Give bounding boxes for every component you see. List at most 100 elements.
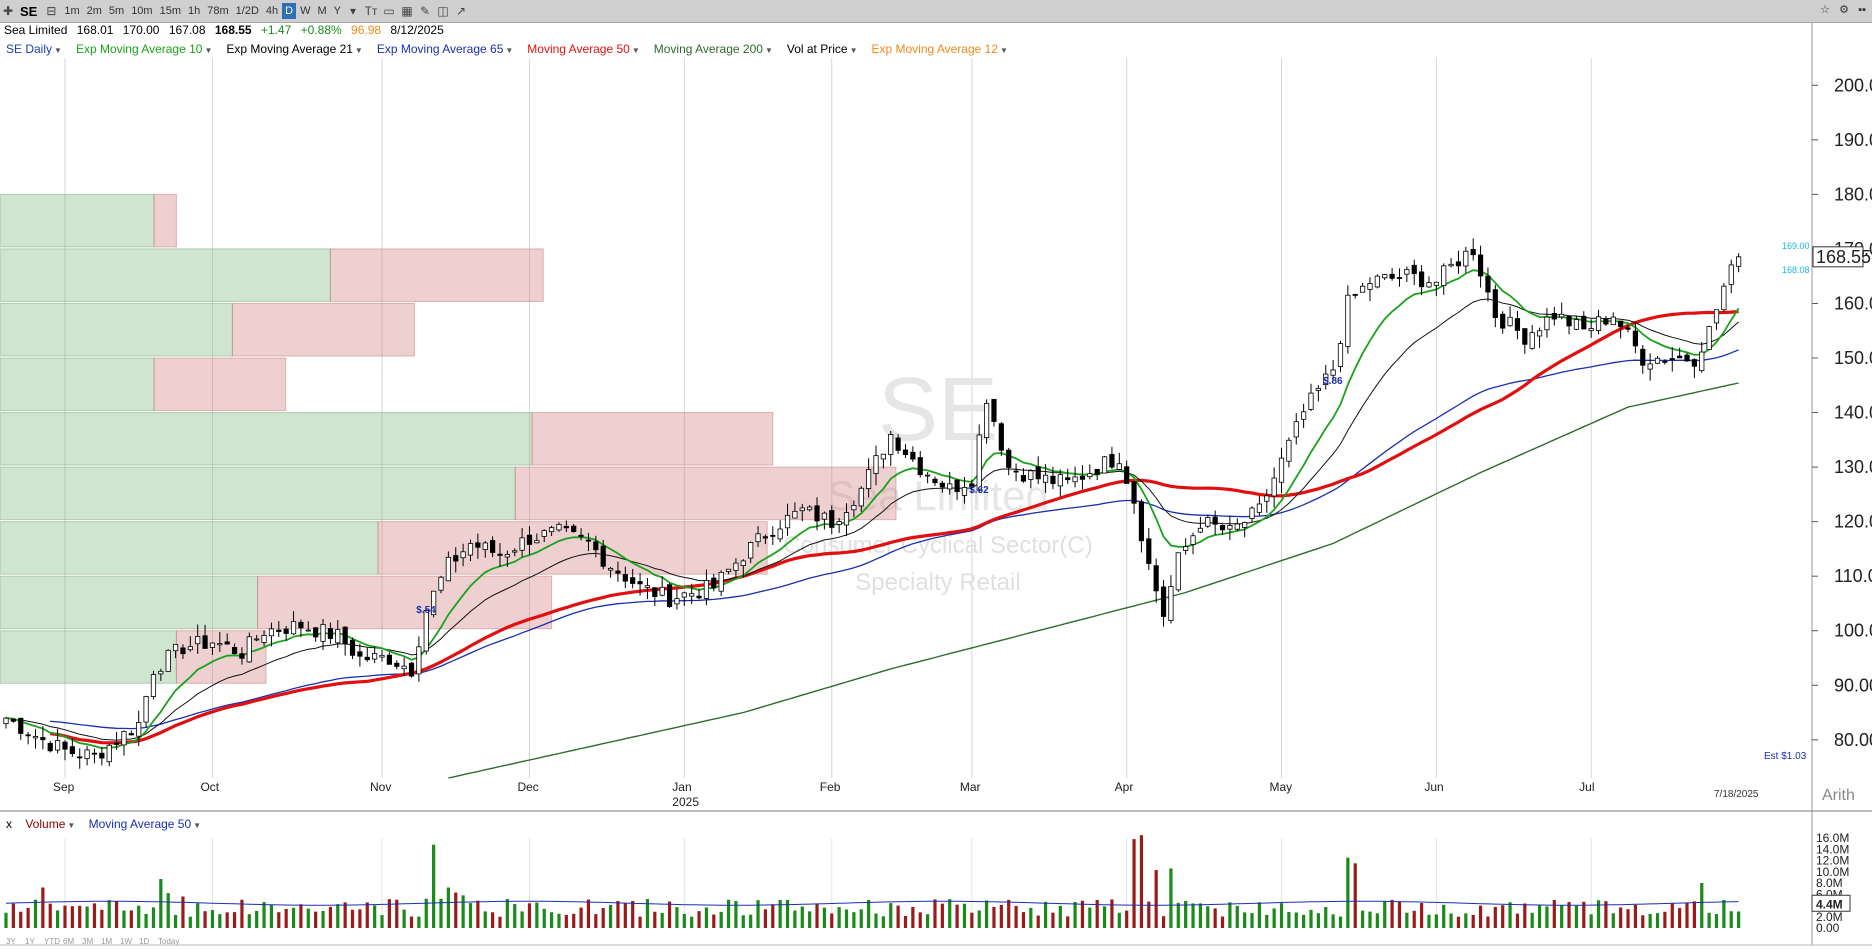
volume-bar-146 (1080, 900, 1085, 928)
candle-body-65 (482, 542, 488, 551)
chevron-down-icon[interactable]: ▼ (631, 46, 640, 55)
volume-bar-26 (196, 903, 200, 928)
timeframe-3[interactable]: 10m (131, 5, 153, 17)
indicator-4[interactable]: Moving Average 50 ▼ (527, 42, 640, 56)
screen-icon[interactable]: ▭ (383, 4, 395, 18)
range-button-0[interactable]: 3Y (6, 937, 16, 946)
indicator-0[interactable]: SE Daily ▼ (6, 42, 62, 56)
timeframe-1[interactable]: 2m (86, 5, 102, 17)
volume-bar-117 (867, 899, 871, 928)
text-tool-icon[interactable]: Tт (364, 4, 378, 18)
vap-down-4 (531, 412, 774, 466)
candle-body-141 (1042, 474, 1049, 483)
volume-bar-179 (1324, 907, 1328, 928)
volume-bar-74 (549, 912, 554, 928)
range-button-3[interactable]: 6M (63, 937, 74, 946)
chevron-down-icon[interactable]: ▾ (350, 4, 357, 18)
note-icon[interactable]: ◫ (437, 4, 449, 18)
star-icon[interactable]: ☆ (1820, 4, 1830, 16)
candle-body-52 (386, 654, 392, 665)
rt-icon[interactable]: ▪▪ (1858, 4, 1866, 16)
volume-bar-89 (660, 912, 664, 928)
volume-bar-81 (601, 908, 605, 928)
volume-bar-182 (1346, 857, 1350, 928)
volume-bar-139 (1029, 907, 1033, 928)
chevron-down-icon[interactable]: ▼ (354, 46, 363, 55)
timeframe-5[interactable]: 1h (188, 5, 201, 17)
volume-ma-label[interactable]: Moving Average 50 (88, 817, 192, 831)
volume-bar-124 (918, 912, 922, 928)
volume-bar-196 (1449, 913, 1453, 928)
volume-bar-227 (1678, 908, 1682, 928)
volume-bar-13 (100, 909, 104, 928)
volume-bar-37 (277, 912, 281, 928)
volume-bar-103 (763, 909, 768, 928)
range-button-7[interactable]: 1D (139, 937, 149, 946)
bar-icon[interactable]: ⊟ (46, 4, 57, 18)
chevron-down-icon[interactable]: ▼ (67, 821, 76, 830)
gear-icon[interactable]: ⚙ (1839, 4, 1850, 16)
chevron-down-icon[interactable]: ▼ (1000, 46, 1008, 55)
volume-label[interactable]: Volume (25, 817, 66, 831)
y-tick-label-7: 150.00 (1834, 348, 1872, 368)
candle-body-81 (600, 545, 606, 567)
x-tick-label-3: Dec (517, 780, 538, 794)
range-button-1[interactable]: 1Y (25, 937, 35, 946)
volume-bar-200 (1478, 905, 1483, 928)
volume-bar-69 (513, 904, 517, 928)
candle-body-200 (1477, 254, 1484, 277)
share-icon[interactable]: ↗ (455, 4, 467, 18)
chevron-down-icon[interactable]: ▼ (204, 46, 213, 55)
range-button-6[interactable]: 1W (120, 937, 132, 946)
timeframe-7[interactable]: 1/2D (235, 5, 259, 17)
indicator-2[interactable]: Exp Moving Average 21 ▼ (226, 42, 363, 56)
timeframe-9[interactable]: D (282, 3, 297, 19)
indicator-7[interactable]: Exp Moving Average 12 ▼ (871, 42, 1008, 56)
volume-bar-22 (166, 893, 170, 928)
candle-body-134 (991, 398, 997, 422)
range-button-5[interactable]: 1M (101, 937, 112, 946)
candle-body-221 (1632, 330, 1639, 347)
candle-body-235 (1736, 256, 1742, 267)
indicator-5[interactable]: Moving Average 200 ▼ (653, 42, 773, 56)
quote-low: 167.08 (168, 23, 206, 37)
candle-body-18 (136, 722, 142, 737)
chevron-down-icon[interactable]: ▼ (193, 821, 202, 830)
timeframe-6[interactable]: 78m (207, 5, 229, 17)
volume-bar-198 (1464, 913, 1468, 928)
volume-bar-206 (1523, 903, 1527, 928)
candle-body-22 (165, 649, 171, 672)
timeframe-0[interactable]: 1m (64, 5, 80, 17)
chevron-down-icon[interactable]: ▼ (764, 46, 773, 55)
timeframe-11[interactable]: M (317, 5, 327, 17)
grid-icon[interactable]: ▦ (401, 4, 413, 18)
range-button-8[interactable]: Today (158, 937, 179, 946)
add-icon[interactable]: ✚ (2, 4, 14, 18)
chevron-down-icon[interactable]: ▼ (54, 46, 62, 55)
range-button-4[interactable]: 3M (82, 937, 93, 946)
close-icon[interactable]: x (6, 817, 12, 831)
indicator-1[interactable]: Exp Moving Average 10 ▼ (75, 42, 213, 56)
volume-bar-57 (424, 898, 428, 928)
chevron-down-icon[interactable]: ▼ (505, 46, 514, 55)
candle-body-74 (548, 527, 555, 533)
timeframe-4[interactable]: 15m (159, 5, 181, 17)
timeframe-10[interactable]: W (300, 5, 311, 17)
timeframe-8[interactable]: 4h (265, 5, 279, 17)
candle-body-182 (1345, 294, 1351, 347)
pen-icon[interactable]: ✎ (419, 4, 431, 18)
candle-body-188 (1389, 273, 1395, 279)
indicator-6[interactable]: Vol at Price ▼ (786, 42, 858, 56)
candle-body-231 (1706, 326, 1712, 350)
range-button-2[interactable]: YTD (44, 937, 60, 946)
timeframe-2[interactable]: 5m (108, 5, 125, 17)
chevron-down-icon[interactable]: ▼ (849, 46, 858, 55)
timeframe-12[interactable]: Y (333, 5, 342, 17)
candle-body-157 (1160, 586, 1167, 617)
y-tick-label-10: 180.00 (1834, 184, 1872, 204)
symbol-box[interactable]: SE (20, 3, 38, 19)
x-tick-label-6: Mar (960, 780, 981, 794)
indicator-3[interactable]: Exp Moving Average 65 ▼ (376, 42, 514, 56)
volume-bar-52 (387, 899, 391, 928)
